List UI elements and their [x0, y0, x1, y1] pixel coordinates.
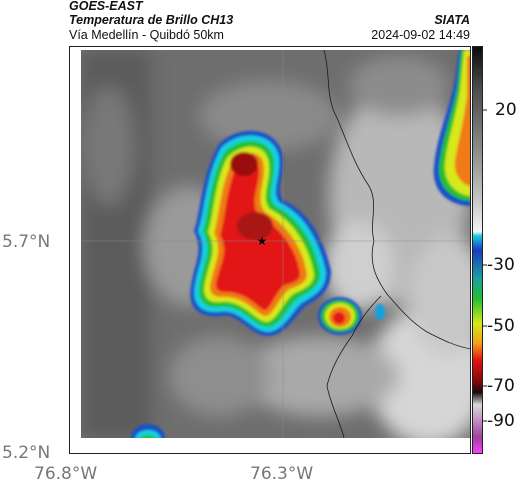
temperature-colorbar — [472, 46, 487, 454]
lat-label-1: 5.7°N — [2, 232, 51, 252]
satellite-map: ★ — [69, 46, 471, 454]
location-marker-star: ★ — [257, 234, 268, 248]
region-subtitle: Vía Medellín - Quibdó 50km — [69, 28, 224, 42]
brightness-temperature-field — [81, 50, 471, 438]
colorbar-label: 20 — [495, 100, 517, 120]
org-label: SIATA — [434, 13, 470, 27]
colorbar-label: -90 — [487, 411, 515, 431]
storm-cell-east — [433, 50, 471, 206]
admin-boundary — [326, 295, 382, 438]
lon-label-1: 76.8°W — [34, 464, 98, 484]
datetime-label: 2024-09-02 14:49 — [371, 28, 470, 42]
colorbar-label: -30 — [487, 255, 515, 275]
lat-label-2: 5.2°N — [2, 443, 51, 463]
map-frame — [69, 46, 471, 454]
storm-cell-main — [190, 130, 331, 336]
lon-label-2: 76.3°W — [250, 464, 314, 484]
storm-cell-southwest — [131, 424, 165, 438]
colorbar-label: -70 — [487, 376, 515, 396]
product-title: Temperatura de Brillo CH13 — [69, 13, 234, 27]
colorbar-label: -50 — [487, 316, 515, 336]
satellite-name: GOES-EAST — [69, 0, 143, 13]
storm-cell-small — [318, 297, 385, 335]
